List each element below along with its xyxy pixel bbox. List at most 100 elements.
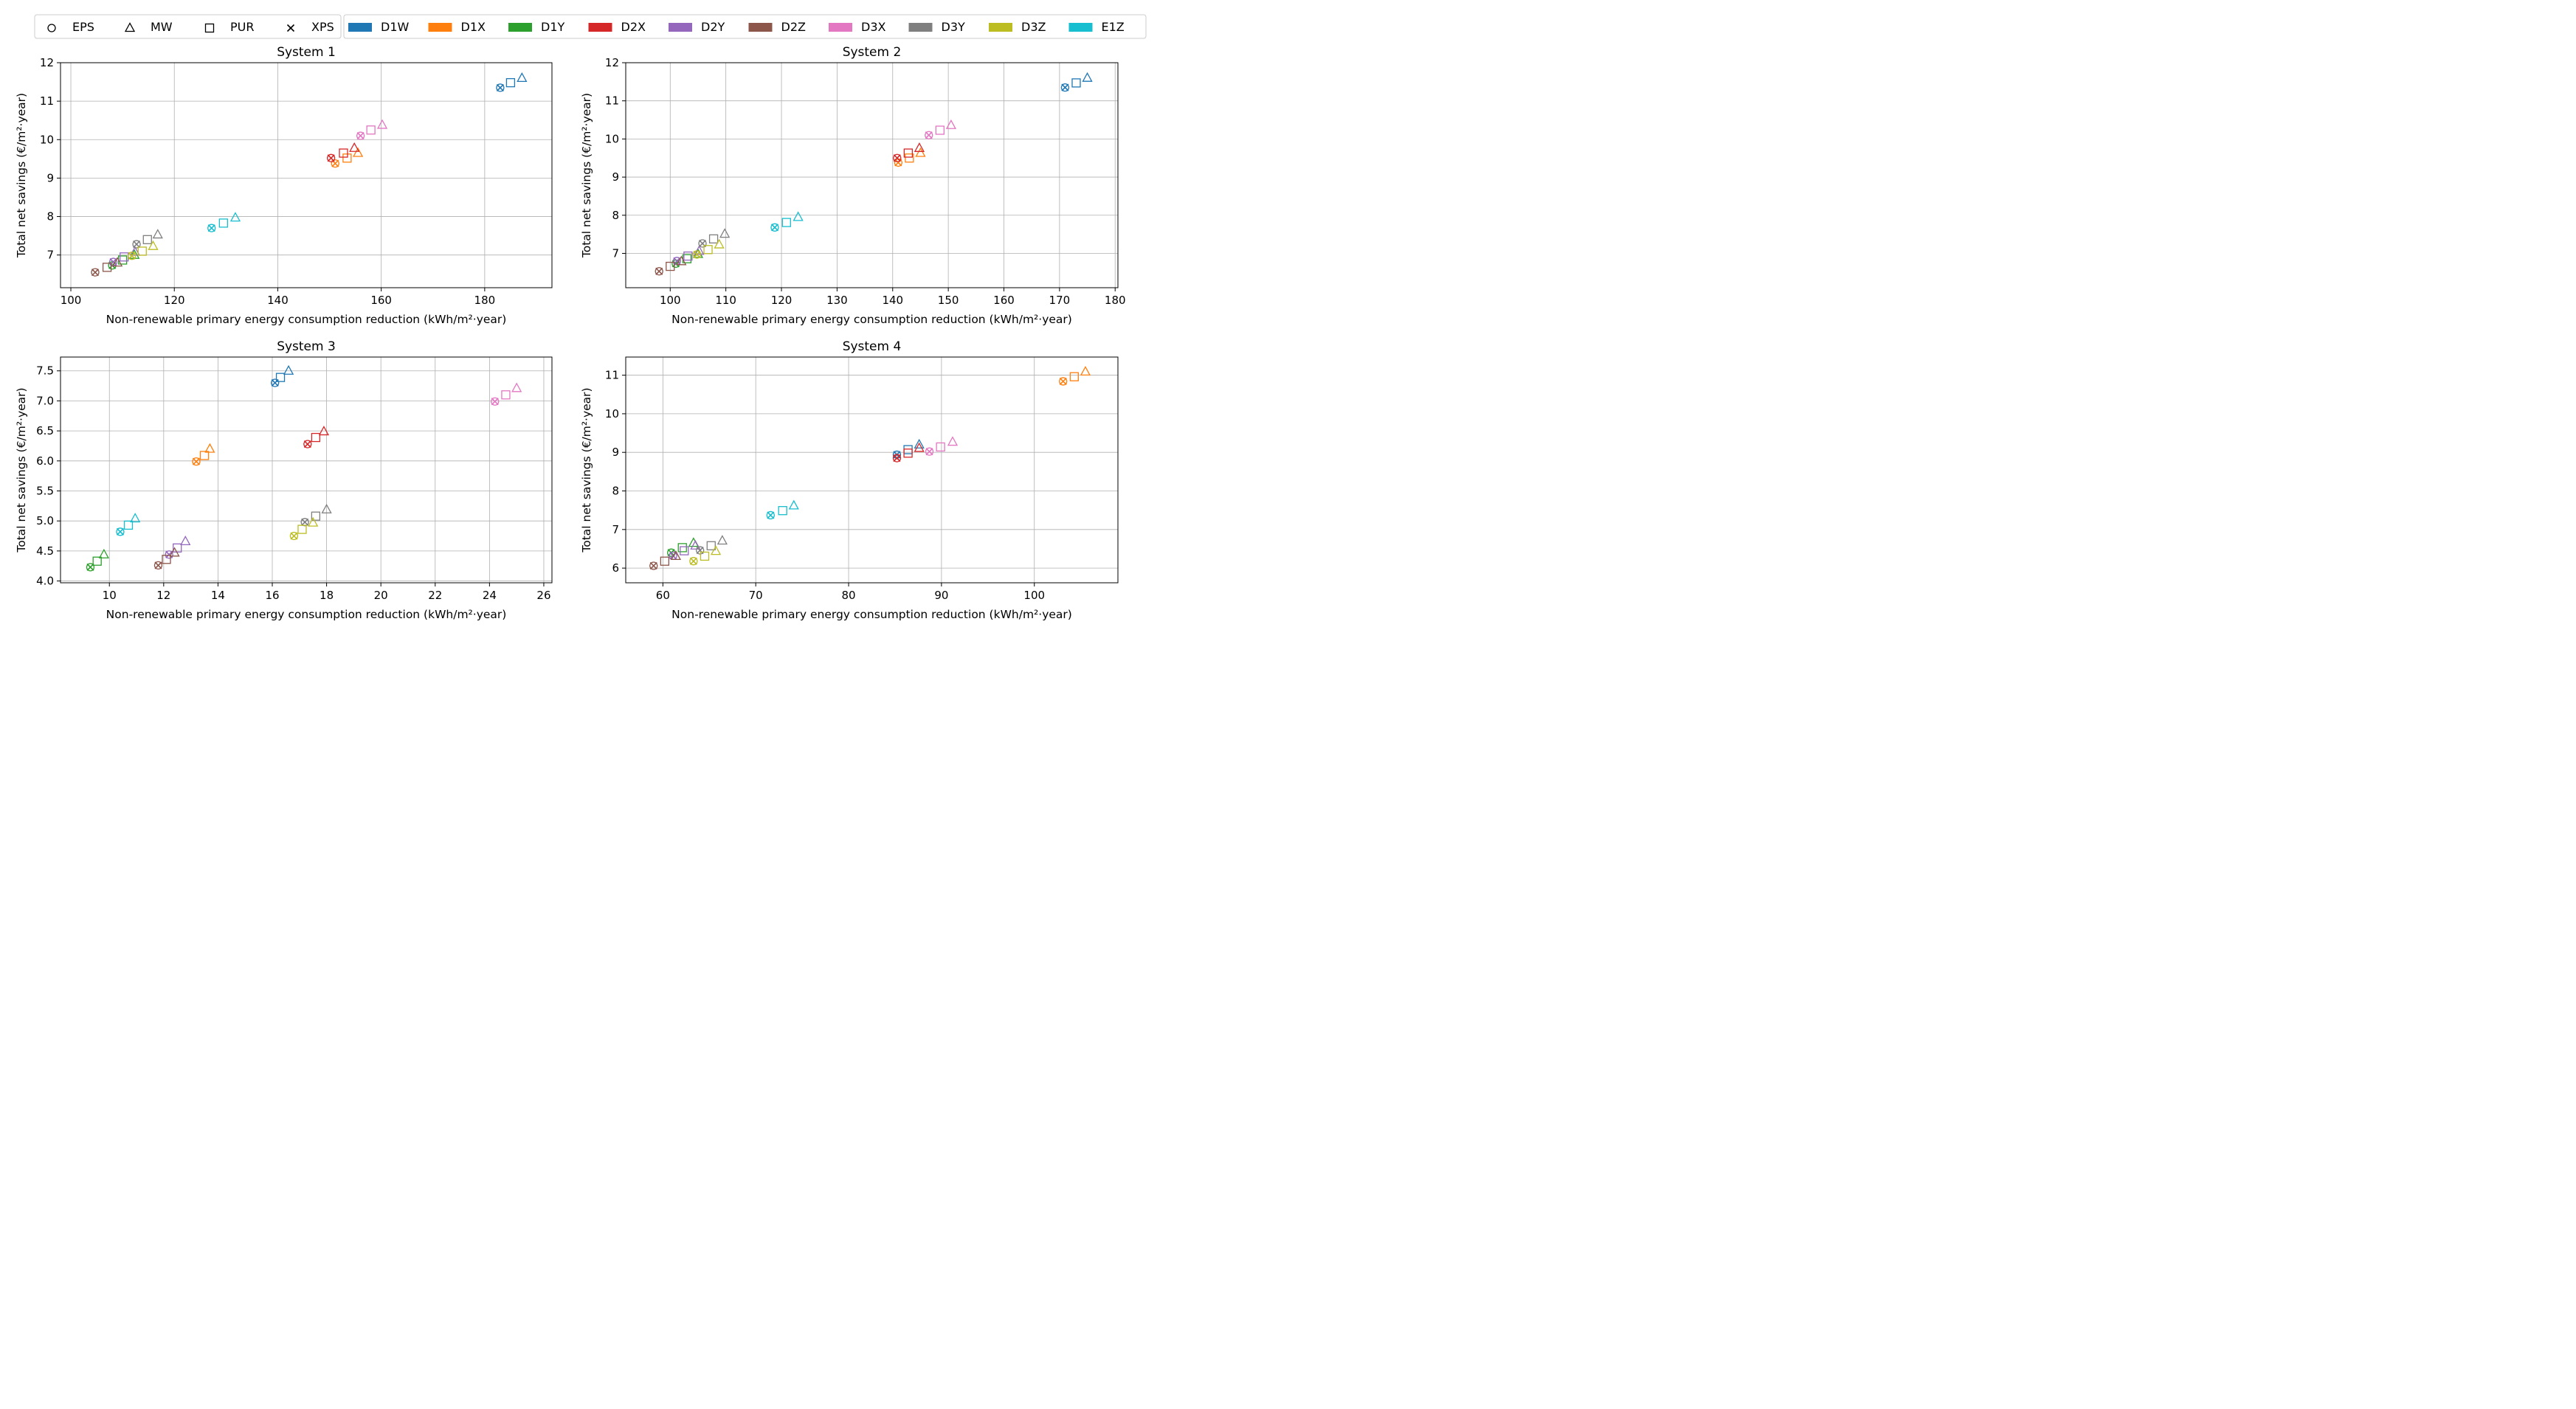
- point-d2y-mw: [129, 246, 141, 256]
- plot-frame: [60, 356, 553, 584]
- y-tick-label: 11: [40, 94, 54, 108]
- triangle-marker: [915, 147, 926, 157]
- x-tick-label: 160: [370, 294, 392, 307]
- point-d2y-mw: [180, 535, 191, 545]
- point-d2x-eps: [892, 454, 902, 463]
- point-e1z-eps: [770, 223, 779, 232]
- y-tick-label: 8: [612, 485, 619, 498]
- point-d3y-pur: [142, 235, 152, 244]
- point-d3y-eps: [132, 240, 141, 249]
- legend-label-xps: XPS: [311, 20, 334, 34]
- data-points: [86, 364, 522, 572]
- y-tick-label: 10: [605, 132, 619, 145]
- circle-marker: [132, 240, 141, 249]
- square-marker: [505, 77, 516, 88]
- circle-marker: [696, 546, 705, 555]
- circle-marker: [91, 268, 100, 277]
- point-d3x-eps: [491, 397, 500, 406]
- triangle-marker: [793, 211, 804, 221]
- panel-system-1: 100 120 140 160 180 7 8 9 10 11 12 System 1 Non-rene…: [15, 45, 553, 326]
- square-marker: [905, 153, 914, 163]
- triangle-marker: [714, 238, 725, 249]
- square-marker: [703, 245, 713, 255]
- series-d1w: [496, 72, 528, 92]
- triangle-marker: [204, 443, 215, 453]
- x-tick-label: 140: [267, 294, 289, 307]
- point-d3y-pur: [706, 541, 716, 550]
- triangle-marker: [283, 364, 294, 375]
- legend-swatch-d2x: [588, 23, 612, 32]
- point-d2z-mw: [670, 550, 682, 561]
- triangle-marker: [719, 228, 731, 238]
- triangle-marker: [1082, 72, 1093, 82]
- x-marker-stroke: [301, 518, 309, 526]
- point-d2x-mw: [349, 142, 360, 152]
- point-d1w-mw: [1082, 72, 1093, 82]
- point-d1w-eps: [496, 83, 505, 92]
- point-d3x-pur: [501, 390, 511, 400]
- point-d1w-mw: [283, 364, 294, 375]
- panel-system-3: 10 12 14 16 18 20 22 24 26 4.0 4.5 5.0 5.5 6.0 6.5 7.0 7…: [15, 339, 553, 621]
- x-tick-label: 70: [749, 589, 763, 602]
- x-marker-stroke: [165, 550, 173, 558]
- legend-label-d2y: D2Y: [701, 20, 725, 34]
- legend-marker-pur: [204, 23, 215, 33]
- point-d2z-eps: [649, 561, 658, 570]
- series-d1x: [331, 147, 364, 168]
- x-tick-label: 180: [474, 294, 496, 307]
- square-marker: [700, 551, 710, 561]
- point-d1x-pur: [199, 451, 210, 460]
- square-marker: [339, 148, 348, 158]
- y-tick-label: 6.5: [36, 424, 54, 437]
- x-axis-label: Non-renewable primary energy consumption…: [106, 313, 507, 326]
- square-marker: [92, 556, 102, 566]
- point-d2x-eps: [327, 153, 336, 162]
- series-d2z: [153, 547, 180, 570]
- circle-marker: [271, 378, 280, 387]
- square-marker: [935, 125, 945, 135]
- point-d2z-xps: [655, 267, 663, 275]
- circle-marker: [491, 397, 500, 406]
- series-d1w: [271, 364, 294, 387]
- series-d3z: [692, 238, 725, 259]
- x-marker-stroke: [192, 457, 201, 465]
- triangle-marker: [690, 539, 701, 550]
- point-d3z-pur: [700, 551, 710, 561]
- x-marker-stroke: [132, 240, 141, 249]
- triangle-marker: [152, 229, 163, 239]
- circle-marker: [331, 159, 339, 168]
- square-marker: [311, 511, 321, 521]
- x-tick-label: 60: [656, 589, 670, 602]
- chart-title: System 3: [277, 339, 336, 354]
- grid: [626, 62, 1118, 288]
- point-d3y-mw: [321, 503, 332, 513]
- grid: [626, 357, 1118, 583]
- series-e1z: [766, 499, 799, 520]
- point-d2y-mw: [694, 245, 705, 255]
- y-axis-label: Total net savings (€/m²·year): [580, 93, 593, 258]
- point-d3x-xps: [356, 131, 365, 140]
- point-e1z-pur: [123, 520, 134, 530]
- x-tick-label: 14: [211, 589, 225, 602]
- point-d1y-mw: [98, 548, 109, 558]
- triangle-marker: [129, 246, 141, 256]
- point-d1x-mw: [915, 147, 926, 157]
- point-e1z-mw: [793, 211, 804, 221]
- x-tick-label: 24: [483, 589, 497, 602]
- point-d2y-mw: [690, 539, 701, 550]
- legend-label-mw: MW: [151, 20, 173, 34]
- point-d3z-mw: [710, 545, 722, 555]
- point-d3x-pur: [935, 125, 945, 135]
- point-e1z-pur: [781, 218, 791, 227]
- point-d2z-eps: [153, 561, 163, 570]
- legend-swatch-d2y: [669, 23, 692, 32]
- point-e1z-pur: [778, 506, 787, 516]
- triangle-marker: [710, 545, 722, 555]
- legend-materials-box: [34, 14, 342, 39]
- point-d2z-mw: [112, 257, 123, 267]
- square-marker: [666, 261, 675, 271]
- y-tick-label: 7.5: [36, 364, 54, 378]
- point-d2x-mw: [914, 442, 925, 452]
- circle-marker: [356, 131, 365, 140]
- triangle-marker: [169, 547, 180, 557]
